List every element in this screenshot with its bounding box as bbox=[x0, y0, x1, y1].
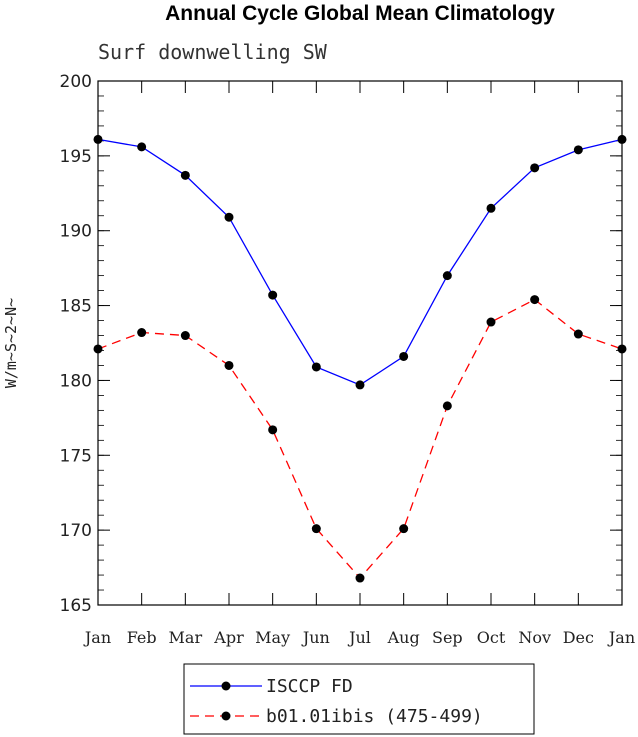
chart-subtitle: Surf downwelling SW bbox=[98, 40, 328, 64]
y-tick-label: 170 bbox=[60, 521, 92, 541]
x-tick-label: Jun bbox=[301, 628, 330, 647]
legend-items: ISCCP FD b01.01ibis (475-499) bbox=[190, 676, 483, 727]
data-point bbox=[93, 344, 103, 354]
data-point bbox=[399, 524, 409, 534]
x-tick-label: Dec bbox=[563, 628, 594, 647]
x-tick-label: May bbox=[255, 628, 290, 647]
x-tick-label: Aug bbox=[387, 628, 420, 647]
data-point bbox=[268, 425, 278, 435]
legend-box bbox=[183, 663, 535, 735]
data-point bbox=[93, 134, 103, 144]
data-point bbox=[355, 573, 365, 583]
series-1 bbox=[93, 134, 627, 390]
data-point bbox=[617, 134, 627, 144]
data-point bbox=[355, 380, 365, 390]
data-point bbox=[180, 331, 190, 341]
data-point bbox=[442, 271, 452, 281]
data-point bbox=[224, 360, 234, 370]
data-point bbox=[486, 317, 496, 327]
plot-frame bbox=[97, 80, 623, 606]
data-point bbox=[617, 344, 627, 354]
y-tick-label: 195 bbox=[60, 147, 92, 167]
x-tick-label: Nov bbox=[518, 628, 551, 647]
x-tick-label: Feb bbox=[127, 628, 157, 647]
chart-title: Annual Cycle Global Mean Climatology bbox=[165, 2, 555, 25]
y-tick-label: 175 bbox=[60, 446, 92, 466]
axis-ticks bbox=[97, 80, 623, 606]
series-line bbox=[97, 138, 623, 386]
data-point bbox=[180, 170, 190, 180]
series-2 bbox=[93, 295, 627, 583]
legend-entry: ISCCP FD bbox=[190, 676, 353, 697]
data-point bbox=[486, 203, 496, 213]
data-point bbox=[442, 401, 452, 411]
x-tick-labels: Jan Feb Mar Apr May Jun Jul Aug Sep Oct Nov Dec Jan bbox=[83, 628, 635, 647]
y-tick-label: 200 bbox=[60, 72, 92, 92]
x-tick-label: Sep bbox=[432, 628, 463, 647]
y-axis-label: W/m~S~2~N~ bbox=[2, 298, 20, 388]
legend: ISCCP FD b01.01ibis (475-499) bbox=[183, 663, 535, 735]
x-tick-label: Oct bbox=[477, 628, 506, 647]
data-point bbox=[573, 145, 583, 155]
data-point bbox=[224, 212, 234, 222]
data-point bbox=[311, 362, 321, 372]
x-tick-label: Jan bbox=[83, 628, 111, 647]
data-point bbox=[399, 351, 409, 361]
y-tick-label: 185 bbox=[60, 297, 92, 317]
legend-label: b01.01ibis (475-499) bbox=[266, 706, 483, 727]
x-tick-label: Mar bbox=[169, 628, 203, 647]
legend-marker bbox=[221, 711, 231, 721]
series-line bbox=[97, 298, 623, 580]
data-point bbox=[268, 290, 278, 300]
x-tick-label: Apr bbox=[213, 628, 244, 647]
legend-entry: b01.01ibis (475-499) bbox=[190, 706, 483, 727]
x-tick-label: Jan bbox=[607, 628, 635, 647]
data-point bbox=[137, 142, 147, 152]
data-point bbox=[573, 329, 583, 339]
legend-marker bbox=[221, 681, 231, 691]
y-tick-label: 180 bbox=[60, 371, 92, 391]
legend-label: ISCCP FD bbox=[266, 676, 353, 697]
data-point bbox=[311, 524, 321, 534]
series-layer bbox=[93, 134, 627, 583]
x-tick-label: Jul bbox=[347, 628, 371, 647]
data-point bbox=[530, 163, 540, 173]
data-point bbox=[137, 328, 147, 338]
data-point bbox=[530, 295, 540, 305]
y-tick-labels: 165 170 175 180 185 190 195 200 bbox=[60, 72, 92, 616]
y-tick-label: 165 bbox=[60, 596, 92, 616]
y-tick-label: 190 bbox=[60, 222, 92, 242]
